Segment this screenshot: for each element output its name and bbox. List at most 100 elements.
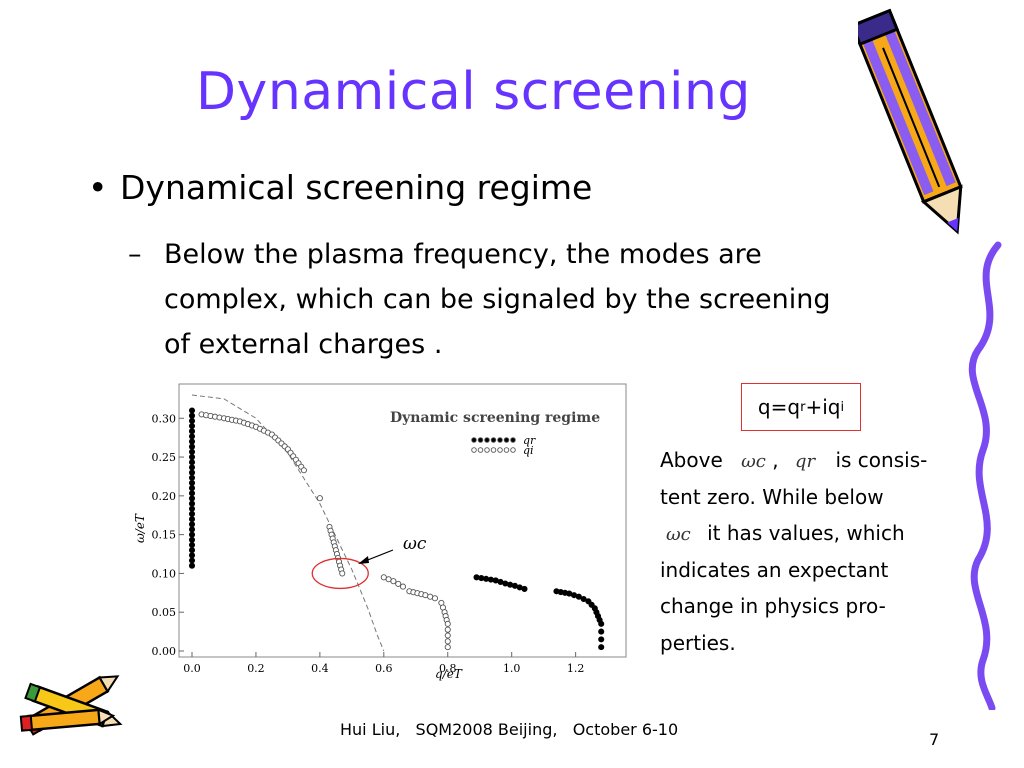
desc-line-3: it has values, which bbox=[707, 521, 905, 545]
qr-point bbox=[188, 464, 196, 471]
qr-point bbox=[188, 459, 196, 466]
qr-point bbox=[598, 620, 605, 627]
formula-sub-r: r bbox=[800, 399, 806, 415]
sub-bullet-marker: – bbox=[128, 239, 142, 270]
qr-point bbox=[473, 574, 480, 581]
qr-point bbox=[598, 636, 605, 643]
plot-frame bbox=[178, 383, 627, 658]
legend-marker bbox=[503, 437, 510, 443]
qr-point bbox=[188, 412, 196, 419]
qr-point bbox=[188, 485, 196, 492]
formula-sub-i: i bbox=[840, 399, 845, 415]
page-number: 7 bbox=[929, 730, 940, 749]
qr-point bbox=[483, 575, 490, 582]
legend-marker bbox=[510, 447, 516, 453]
desc-line-4: indicates an expectant bbox=[660, 557, 889, 582]
qi-point bbox=[444, 626, 451, 633]
qi-point bbox=[399, 583, 407, 590]
qi-point bbox=[444, 644, 451, 651]
qr-point bbox=[487, 576, 494, 583]
qr-point bbox=[188, 541, 196, 549]
qr-point bbox=[188, 552, 196, 559]
x-tick-label: 0.8 bbox=[439, 662, 457, 675]
y-tick-label: 0.05 bbox=[152, 606, 177, 619]
omega-c-symbol: ωc bbox=[741, 451, 766, 472]
legend-marker bbox=[497, 447, 503, 453]
highlight-ellipse bbox=[311, 557, 369, 590]
legend-marker bbox=[497, 437, 503, 443]
sub-bullet-line-3: of external charges . bbox=[164, 329, 443, 360]
footer-text: Hui Liu, SQM2008 Beijing, October 6-10 bbox=[340, 720, 679, 739]
y-axis-label: ω/eT bbox=[133, 513, 147, 543]
qr-point bbox=[188, 531, 196, 538]
desc-line-2: tent zero. While below bbox=[660, 484, 884, 509]
legend-marker bbox=[484, 447, 490, 453]
y-tick-label: 0.25 bbox=[152, 451, 177, 464]
qr-point bbox=[188, 469, 196, 476]
qr-point bbox=[575, 593, 582, 600]
qr-point bbox=[188, 422, 196, 430]
qi-point bbox=[444, 638, 451, 645]
x-tick-label: 1.2 bbox=[567, 662, 585, 675]
desc-above: Above bbox=[660, 448, 723, 472]
desc-is-consis: is consis- bbox=[835, 448, 928, 472]
legend-marker bbox=[510, 437, 516, 443]
legend-marker bbox=[471, 437, 477, 443]
qr-point bbox=[188, 417, 196, 424]
qi-point bbox=[316, 495, 323, 502]
legend-marker bbox=[490, 447, 497, 453]
qr-point bbox=[188, 407, 196, 414]
qr-point bbox=[188, 474, 196, 481]
legend-marker bbox=[503, 447, 510, 453]
bullet-text: Dynamical screening regime bbox=[120, 168, 593, 207]
qr-point bbox=[521, 585, 528, 592]
y-tick-label: 0.00 bbox=[152, 645, 177, 658]
legend-label: qi bbox=[523, 444, 534, 457]
legend-marker bbox=[484, 437, 490, 443]
squiggle-decoration-icon bbox=[968, 241, 1002, 710]
legend-label: qr bbox=[523, 434, 536, 447]
legend-marker bbox=[490, 437, 497, 443]
dashed-curve bbox=[191, 394, 385, 652]
y-tick-label: 0.20 bbox=[152, 490, 177, 503]
qr-point bbox=[188, 495, 196, 502]
x-axis-ticks: 0.0 0.2 0.4 0.6 0.8 1.0 1.2 bbox=[183, 652, 584, 675]
qr-point bbox=[188, 500, 196, 507]
qi-point bbox=[390, 578, 397, 585]
qr-point bbox=[188, 505, 196, 512]
qr-point bbox=[188, 562, 196, 569]
sub-bullet-line-2: complex, which can be signaled by the sc… bbox=[164, 284, 831, 315]
q-r-symbol: qr bbox=[794, 451, 816, 472]
qi-point bbox=[431, 595, 439, 602]
y-tick-label: 0.30 bbox=[152, 412, 177, 425]
legend-marker bbox=[471, 447, 477, 453]
qr-point bbox=[188, 547, 196, 554]
sub-bullet-line-1: Below the plasma frequency, the modes ar… bbox=[164, 239, 762, 270]
qr-point bbox=[598, 644, 605, 651]
legend-marker bbox=[477, 447, 484, 453]
qr-point bbox=[188, 490, 196, 497]
omega-c-annotation: ωc bbox=[403, 534, 427, 554]
y-tick-label: 0.15 bbox=[152, 529, 177, 542]
qr-point bbox=[598, 628, 605, 635]
qi-point bbox=[444, 632, 451, 639]
y-axis-ticks: 0.00 0.05 0.10 0.15 0.20 0.25 0.30 bbox=[152, 412, 184, 658]
data-points bbox=[188, 407, 605, 651]
qi-point bbox=[444, 620, 451, 627]
chart-title: Dynamic screening regime bbox=[390, 410, 600, 426]
qr-point bbox=[580, 595, 587, 603]
qi-point bbox=[395, 580, 402, 587]
x-tick-label: 0.6 bbox=[375, 662, 393, 675]
qr-point bbox=[188, 428, 196, 435]
desc-line-6: perties. bbox=[660, 630, 736, 655]
x-tick-label: 1.0 bbox=[503, 662, 521, 675]
qr-point bbox=[188, 526, 196, 533]
desc-comma: , bbox=[772, 448, 779, 472]
qr-point bbox=[188, 433, 196, 440]
qr-point bbox=[188, 438, 196, 445]
annotation-arrowhead bbox=[358, 556, 369, 564]
formula-q: q=q bbox=[757, 395, 801, 419]
x-tick-label: 0.2 bbox=[247, 662, 265, 675]
x-tick-label: 0.4 bbox=[311, 662, 329, 675]
x-tick-label: 0.0 bbox=[183, 662, 201, 675]
